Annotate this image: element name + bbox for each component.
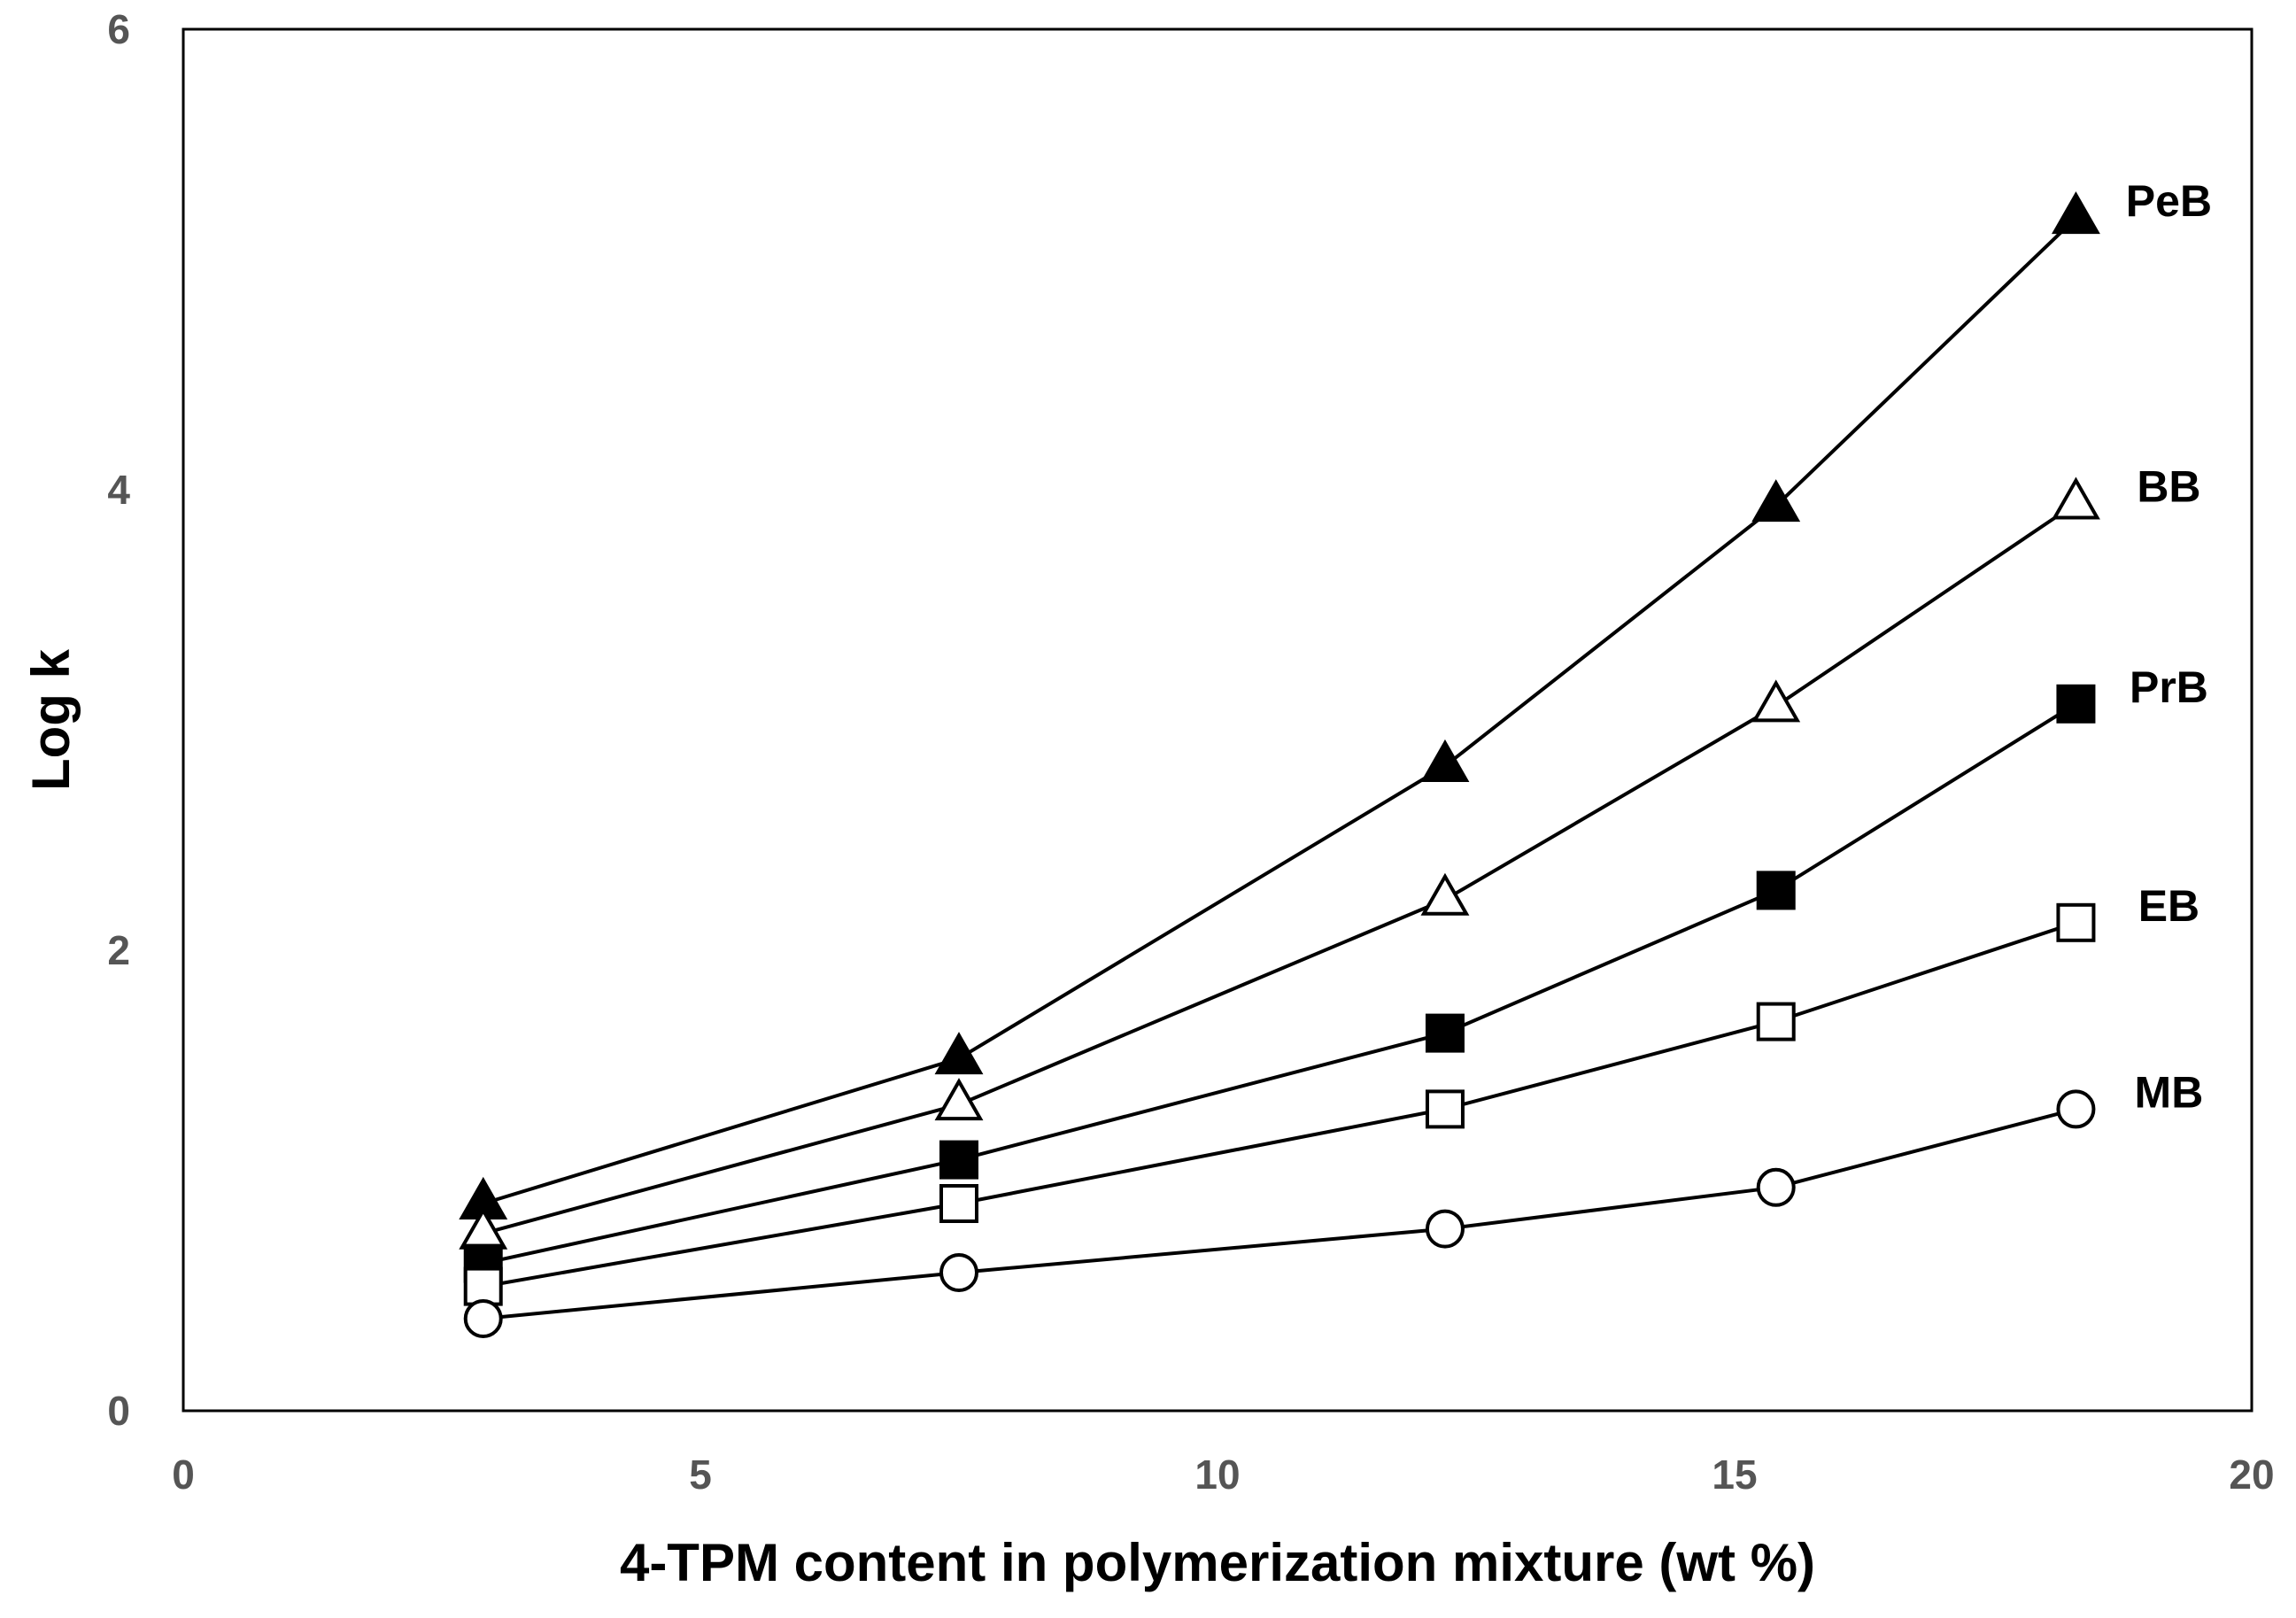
series-line-prb [483,702,2077,1266]
data-point-mb [939,1253,978,1292]
series-markers [459,191,2100,1338]
series-lines [483,216,2077,1320]
series-line-eb [483,920,2077,1289]
data-point-bb [1751,679,1801,723]
data-point-peb [1420,739,1470,782]
data-point-mb [1425,1209,1465,1249]
y-tick-label: 0 [107,1388,130,1434]
data-point-mb [463,1299,503,1338]
y-tick-label: 2 [107,927,130,973]
series-labels: PeB BB PrB EB MB [2126,176,2212,1117]
data-point-bb [2051,476,2100,520]
series-label-prb: PrB [2130,662,2208,712]
data-point-peb [934,1032,984,1075]
x-tick-label: 0 [172,1452,195,1498]
y-tick-label: 4 [107,467,130,513]
data-point-peb [1751,479,1801,523]
x-tick-label: 10 [1194,1452,1240,1498]
data-point-eb [1425,1089,1465,1129]
data-point-prb [939,1140,978,1180]
series-label-eb: EB [2138,881,2199,931]
data-point-prb [1756,871,1796,910]
data-point-mb [1756,1167,1796,1207]
data-point-bb [934,1078,984,1121]
data-point-eb [1756,1002,1796,1041]
y-tick-labels: 0 2 4 6 [107,6,130,1434]
x-axis-title: 4-TPM content in polymerization mixture … [620,1533,1815,1592]
x-tick-label: 5 [689,1452,712,1498]
data-point-prb [2056,684,2096,724]
x-tick-labels: 0 5 10 15 20 [172,1452,2274,1498]
series-label-peb: PeB [2126,176,2212,226]
series-line-bb [483,501,2077,1235]
data-point-eb [2056,902,2096,942]
y-axis-title: Log k [21,648,81,791]
data-point-eb [939,1184,978,1223]
series-label-mb: MB [2135,1067,2204,1117]
x-tick-label: 15 [1712,1452,1757,1498]
y-tick-label: 6 [107,6,130,52]
data-point-peb [2051,191,2100,235]
series-line-peb [483,216,2077,1205]
data-point-eb [463,1266,503,1306]
data-point-mb [2056,1089,2096,1129]
plot-frame [182,27,2253,1413]
x-tick-label: 20 [2229,1452,2274,1498]
data-point-prb [1425,1013,1465,1053]
data-point-bb [1420,872,1470,916]
series-label-bb: BB [2137,462,2200,512]
